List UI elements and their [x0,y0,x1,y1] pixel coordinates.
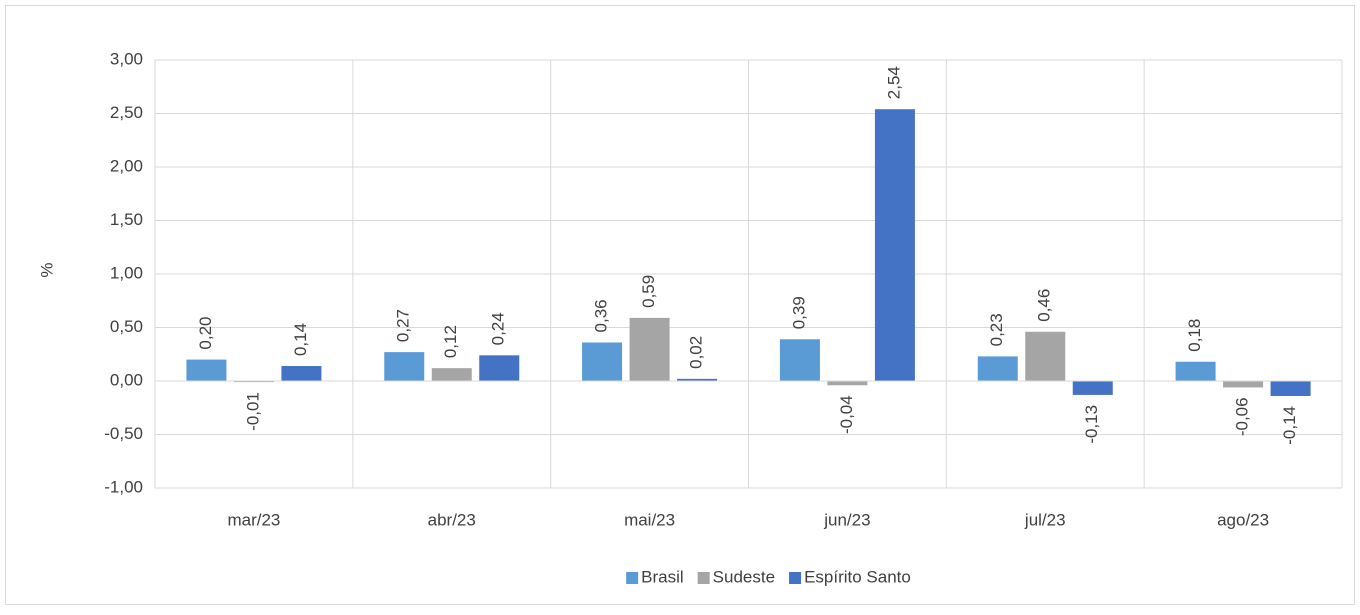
y-tick-label: 0,50 [110,317,143,336]
legend-swatch [697,572,710,584]
bar [677,378,718,381]
data-label: -0,04 [837,395,856,434]
legend-label: Espírito Santo [804,567,911,586]
y-tick-label: 0,00 [110,370,143,389]
bar [431,368,472,381]
y-tick-label: 3,00 [110,49,143,68]
y-tick-label: -1,00 [104,477,143,496]
legend-swatch [789,572,802,584]
bar [977,356,1018,381]
data-label: 0,20 [196,317,215,350]
legend-swatch [626,572,639,584]
bar [582,342,623,381]
legend-item: Sudeste [697,567,775,586]
bar [779,339,820,381]
data-label: 0,12 [441,325,460,358]
y-tick-label: 2,00 [110,156,143,175]
bar [1175,361,1216,381]
data-label: 0,18 [1185,319,1204,352]
bar [1072,381,1113,395]
data-label: 0,24 [489,312,508,345]
data-label: 2,54 [884,66,903,99]
bar [874,109,915,381]
data-label: -0,13 [1082,405,1101,444]
chart-border [5,5,1355,605]
bar [479,355,520,381]
bar [629,317,670,381]
y-tick-label: 1,00 [110,263,143,282]
y-tick-label: 2,50 [110,103,143,122]
bar [1270,381,1311,396]
x-tick-label: ago/23 [1217,510,1269,529]
data-label: 0,46 [1035,289,1054,322]
legend-item: Espírito Santo [789,567,911,586]
legend-label: Brasil [641,567,684,586]
bar [1223,381,1264,388]
legend-item: Brasil [626,567,684,586]
data-label: -0,14 [1280,406,1299,445]
data-label: 0,59 [639,275,658,308]
data-label: 0,14 [291,323,310,356]
bar [384,352,425,381]
x-tick-label: mar/23 [227,510,280,529]
data-label: 0,02 [687,336,706,369]
data-label: 0,23 [987,313,1006,346]
x-tick-label: jul/23 [1024,510,1066,529]
x-tick-label: jun/23 [823,510,870,529]
data-label: -0,06 [1233,397,1252,436]
x-tick-label: mai/23 [624,510,675,529]
bar [281,366,322,381]
legend-label: Sudeste [713,567,775,586]
bar [827,381,868,386]
bar [233,381,274,383]
data-label: -0,01 [243,392,262,431]
data-label: 0,27 [394,309,413,342]
y-tick-label: -0,50 [104,424,143,443]
bar [186,359,227,381]
x-tick-label: abr/23 [428,510,476,529]
bar [1025,331,1066,381]
data-label: 0,36 [592,299,611,332]
y-axis-label: % [37,262,56,277]
y-tick-label: 1,50 [110,210,143,229]
data-label: 0,39 [789,296,808,329]
